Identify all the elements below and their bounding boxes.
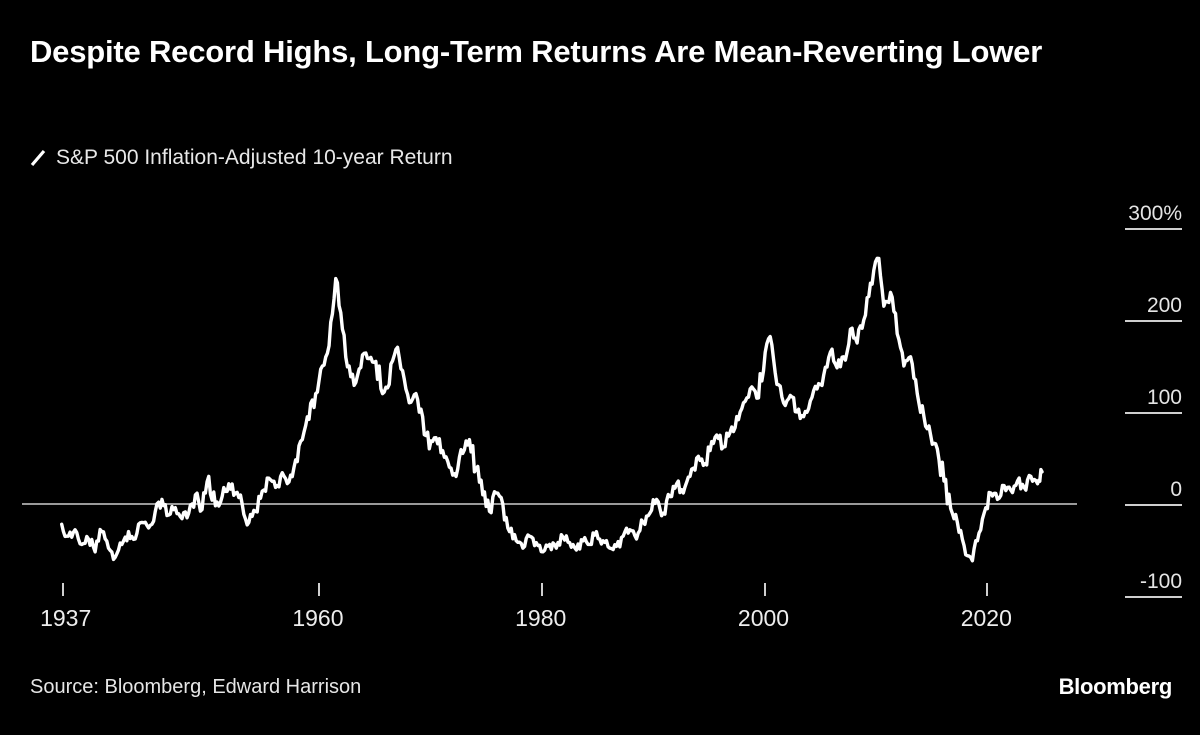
page-title: Despite Record Highs, Long-Term Returns … xyxy=(30,34,1043,69)
y-axis-tick xyxy=(1125,228,1182,230)
x-axis-label: 1960 xyxy=(292,605,344,631)
x-axis-label: 1937 xyxy=(40,605,92,631)
y-axis-tick xyxy=(1125,412,1182,414)
x-axis-label: 1980 xyxy=(515,605,567,631)
y-axis-label: -100 xyxy=(1139,570,1182,593)
chart-legend: S&P 500 Inflation-Adjusted 10-year Retur… xyxy=(30,146,453,170)
y-axis-tick xyxy=(1125,504,1182,506)
legend-label: S&P 500 Inflation-Adjusted 10-year Retur… xyxy=(56,146,453,169)
x-axis-label: 2000 xyxy=(737,605,790,631)
x-axis-tick xyxy=(986,583,989,596)
source-note: Source: Bloomberg, Edward Harrison xyxy=(30,676,362,698)
y-axis-label: 200 xyxy=(1146,294,1182,317)
x-axis-tick xyxy=(317,583,320,596)
x-axis-tick xyxy=(61,583,64,596)
x-axis-tick xyxy=(763,583,766,596)
x-axis-tick xyxy=(540,583,543,596)
bloomberg-logo: Bloomberg xyxy=(1058,674,1173,699)
y-axis-tick xyxy=(1125,320,1182,322)
series-line xyxy=(60,256,1044,563)
x-axis-label: 2020 xyxy=(960,605,1012,631)
y-axis-tick xyxy=(1125,596,1182,598)
y-axis-label: 0 xyxy=(1170,478,1182,501)
y-axis-label: 300% xyxy=(1128,202,1182,225)
diagonal-line-icon xyxy=(30,149,46,167)
y-axis-label: 100 xyxy=(1146,386,1182,409)
